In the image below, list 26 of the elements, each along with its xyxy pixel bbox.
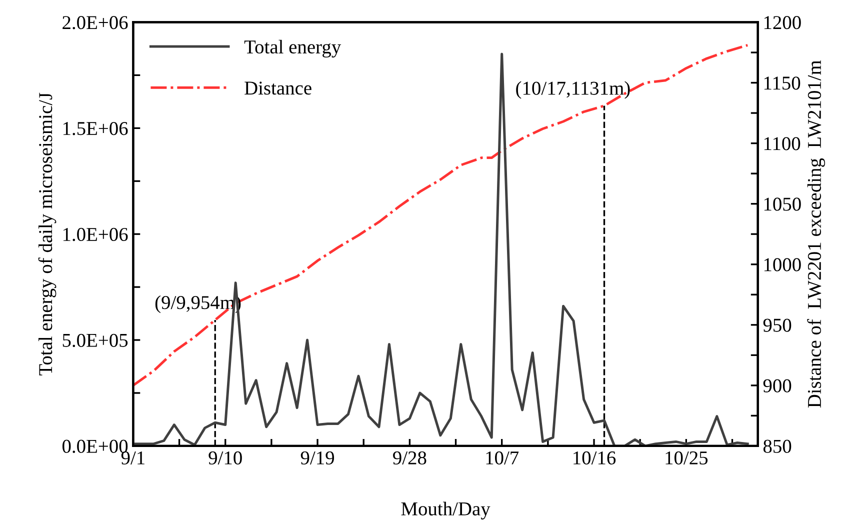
y2-tick-label: 1200	[764, 16, 801, 30]
y2-tick-label: 850	[763, 440, 792, 453]
y-tick-label: 2.0E+06	[62, 16, 128, 30]
y2-tick-label: 900	[763, 379, 792, 392]
x-tick-label: 10/16	[574, 451, 616, 464]
x-tick-label: 10/7	[486, 451, 519, 464]
x-tick-label: 9/28	[393, 451, 426, 464]
x-axis-title: Mouth/Day	[401, 502, 490, 520]
y-tick-label: 1.5E+06	[63, 122, 128, 136]
y2-tick-label: 1000	[764, 258, 801, 272]
x-tick-label: 10/25	[666, 451, 708, 464]
y2-axis-title: Distance of LW2201 exceeding LW2101/m	[807, 60, 826, 408]
x-tick-label: 9/10	[208, 451, 242, 464]
y-axis-title: Total energy of daily microseismic/J	[38, 92, 56, 376]
y-tick-label: 5.0E+05	[62, 334, 128, 348]
y2-tick-label: 1050	[764, 198, 801, 211]
x-tick-label: 9/19	[300, 451, 334, 464]
y2-tick-label: 1150	[764, 76, 800, 90]
y-tick-label: 1.0E+06	[63, 228, 128, 242]
x-tick-label: 9/1	[121, 451, 144, 464]
legend-label: Distance	[244, 82, 312, 95]
ref-line-label: (10/17,1131m)	[516, 81, 630, 99]
y-tick-label: 0.0E+00	[62, 440, 128, 453]
y2-tick-label: 1100	[764, 137, 800, 150]
legend-label: Total energy	[244, 40, 342, 58]
y2-tick-label: 950	[763, 318, 792, 332]
